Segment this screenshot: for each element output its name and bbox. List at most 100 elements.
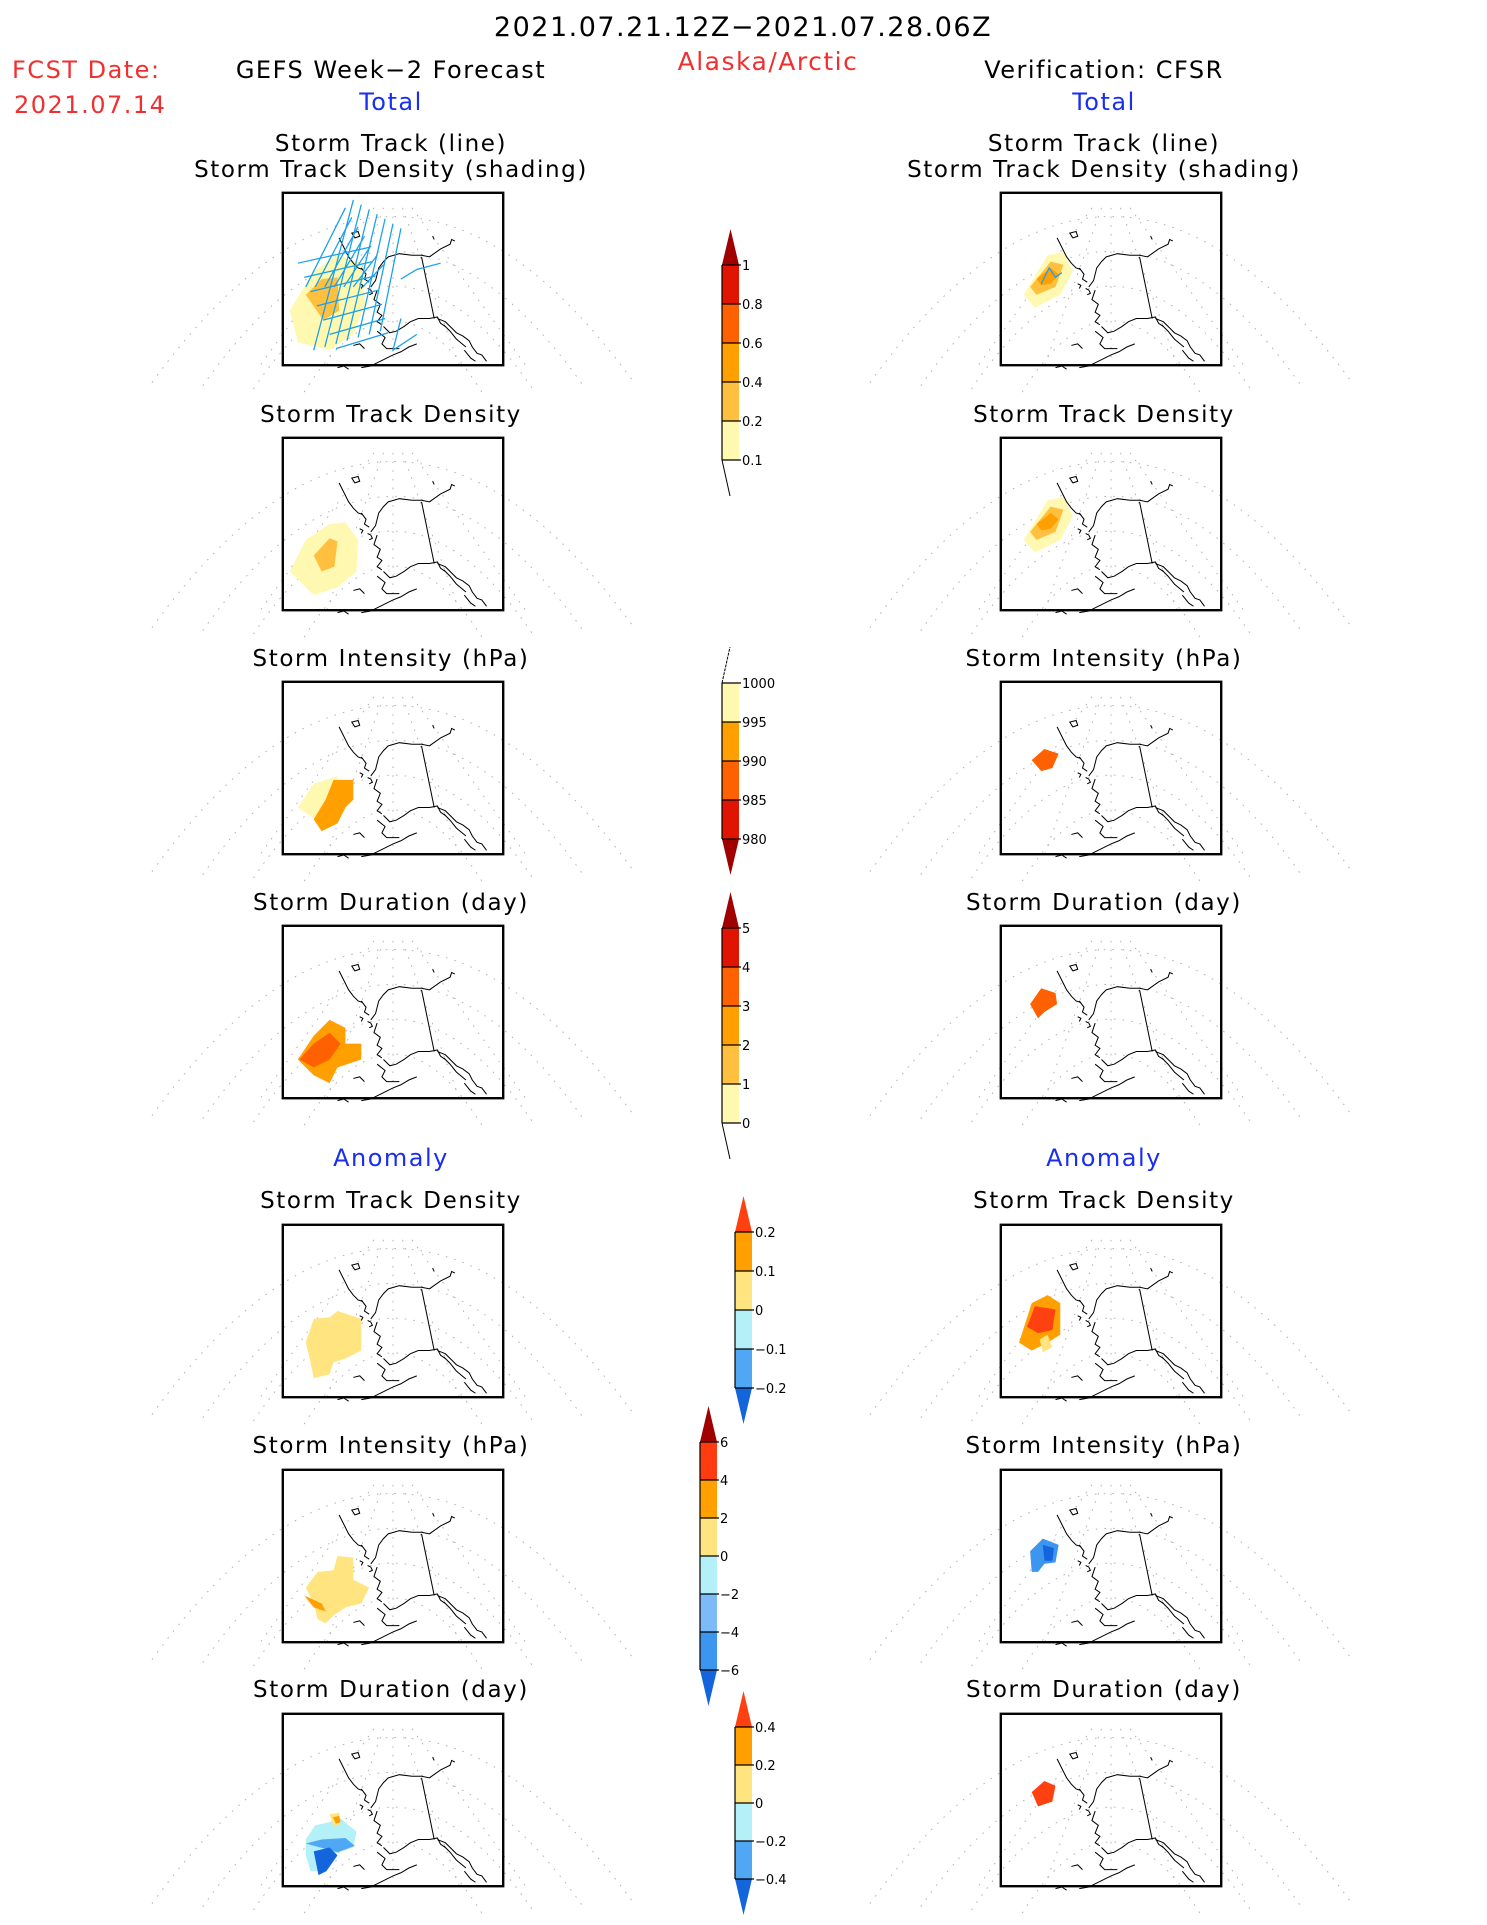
colorbar-tick-label: 4 [742,961,750,976]
left-anom-density-title: Storm Track Density [260,1188,522,1214]
map-frame [281,436,505,612]
map-frame [281,680,505,856]
left-map-anom-duration [151,1712,635,1914]
shade-neg-large [313,1847,338,1876]
shade-high [1036,512,1059,531]
left-map-track [151,191,635,393]
colorbar-tick-label: −2 [720,1588,739,1603]
colorbar-segment [735,1727,752,1765]
colorbar-duration-anom: 0.4 0.2 0 −0.2 −0.4 [734,1691,787,1915]
coastline [1055,719,1205,859]
latlon-grid [869,1239,1353,1425]
left-anomaly-label: Anomaly [333,1144,449,1172]
left-intensity-title: Storm Intensity (hPa) [252,646,530,672]
colorbar-tick-label: 990 [742,755,767,770]
latlon-grid [151,696,635,882]
colorbar-tick-label: 5 [742,922,750,937]
left-map-anom-density [151,1223,635,1425]
shade-4day [299,1032,341,1068]
right-anom-density-title: Storm Track Density [973,1188,1235,1214]
colorbar-density-anom: 0.2 0.1 0 −0.1 −0.2 [734,1196,787,1424]
map-frame [281,1468,505,1644]
colorbar-tick-label: 0.2 [742,415,763,430]
map-frame [999,1712,1223,1888]
left-total-label: Total [359,88,423,116]
left-anom-intensity-title: Storm Intensity (hPa) [252,1433,530,1459]
right-map-track [869,191,1353,393]
colorbar-segment [700,1594,717,1632]
colorbar-segment [735,1232,752,1271]
colorbar-tick-label: 0.1 [755,1265,776,1280]
colorbar-tick-label: 0.2 [755,1226,776,1241]
shade-pos-small [1039,1334,1053,1353]
colorbar-segment [700,1556,717,1594]
shading-layer [1031,749,1059,772]
shading-layer [289,522,359,596]
cfsr-title: Verification: CFSR [984,56,1224,84]
colorbar-tick-label: 1 [742,259,750,274]
colorbar-segment [700,1442,717,1480]
colorbar-tick-label: −0.1 [755,1343,787,1358]
coastline [337,1751,487,1891]
storm-track-lines [297,199,441,352]
colorbar-tick-label: 1000 [742,677,775,692]
latlon-grid [869,940,1353,1126]
colorbar-tick-label: 0.1 [742,454,763,469]
map-frame [281,191,505,367]
colorbar-bottom-arrow [735,1879,752,1915]
map-frame [999,1223,1223,1399]
left-row1-title-shading: Storm Track Density (shading) [194,157,588,183]
colorbar-segment [722,800,739,839]
shade-mid [313,538,338,572]
colorbar-segment [722,265,739,304]
map-frame [999,191,1223,367]
right-anom-intensity-title: Storm Intensity (hPa) [965,1433,1243,1459]
map-frame [999,680,1223,856]
colorbar-bottom-open [721,1122,731,1160]
colorbar-segment [722,967,739,1006]
right-density-title: Storm Track Density [973,402,1235,428]
colorbar-segment [735,1803,752,1841]
right-map-intensity [869,680,1353,882]
right-map-duration [869,924,1353,1126]
shade-pos [332,1815,341,1824]
colorbar-tick-label: 0 [720,1550,728,1565]
right-anom-duration-title: Storm Duration (day) [966,1677,1242,1703]
right-intensity-title: Storm Intensity (hPa) [965,646,1243,672]
colorbar-intensity: 1000 995 990 985 980 [721,646,775,875]
colorbar-top-arrow [722,229,739,265]
colorbar-segment [722,1045,739,1084]
shade-neg [305,1837,355,1853]
colorbar-segment [722,421,739,460]
fcst-date-label: FCST Date: [12,56,161,84]
coastline [1055,230,1205,370]
colorbar-tick-label: −0.4 [755,1873,787,1888]
colorbar-density: 1 0.8 0.6 0.4 0.2 0.1 [721,229,763,497]
left-map-duration [151,924,635,1126]
colorbar-bottom-open [721,459,731,497]
right-duration-title: Storm Duration (day) [966,890,1242,916]
colorbar-tick-label: 0 [755,1797,763,1812]
left-density-title: Storm Track Density [260,402,522,428]
coastline [337,475,487,615]
shading-layer [1031,1781,1056,1807]
latlon-grid [869,1484,1353,1670]
colorbar-segment [700,1632,717,1670]
fcst-date-value: 2021.07.14 [14,91,167,119]
right-row1-title-shading: Storm Track Density (shading) [907,157,1301,183]
colorbar-segment [735,1310,752,1349]
shade-high [1026,1306,1056,1334]
colorbar-segment [700,1480,717,1518]
colorbar-top-arrow [735,1691,752,1727]
colorbar-tick-label: 995 [742,716,767,731]
coastline [1055,475,1205,615]
shading-layer [297,1019,362,1084]
left-row1-title-line: Storm Track (line) [274,131,508,157]
colorbar-tick-label: 985 [742,794,767,809]
shading-layer [1019,1295,1061,1353]
colorbar-segment [722,1006,739,1045]
shading-layer [1030,988,1058,1019]
colorbar-top-open [721,646,731,684]
colorbar-bottom-arrow [722,839,739,875]
colorbar-top-arrow [700,1406,717,1442]
